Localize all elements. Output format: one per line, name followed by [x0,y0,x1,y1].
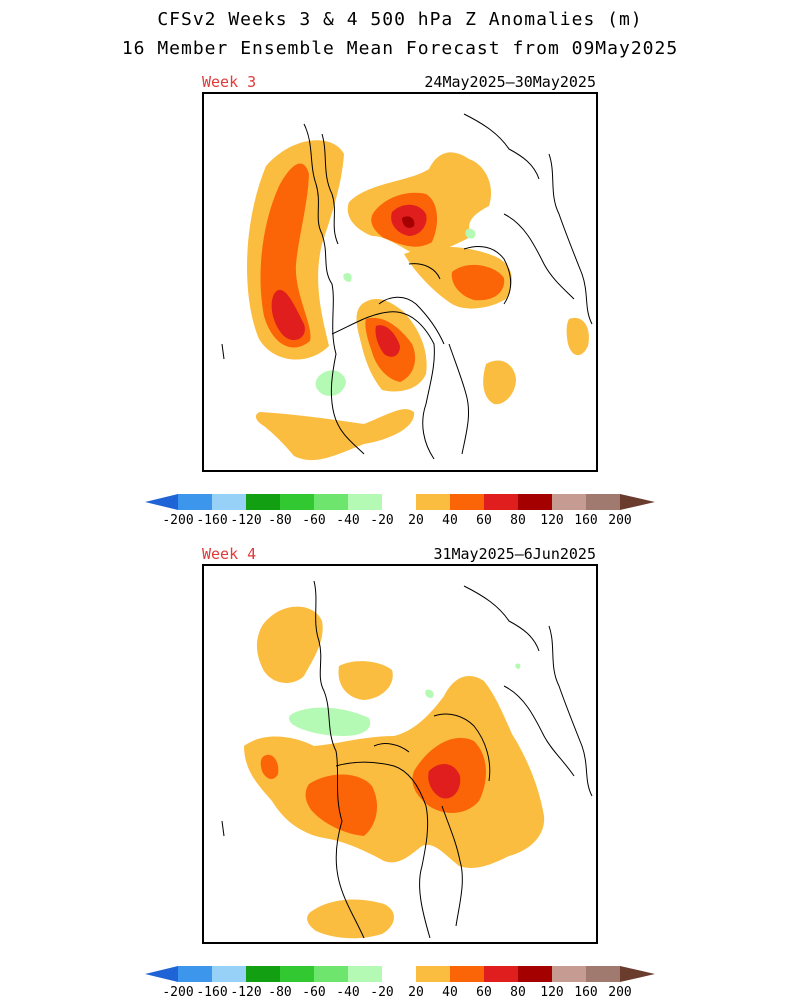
week4-colorbar-tick: 60 [476,985,492,1000]
week3-colorbar-bin-3 [246,494,280,510]
week3-colorbar-tick: -20 [370,513,393,528]
week3-colorbar-bin-10 [484,494,518,510]
week4-colorbar-bin-10 [484,966,518,982]
week4-colorbar-bin-1 [178,966,212,982]
week4-colorbar-tick: 200 [608,985,631,1000]
week4-anom-band-60-west [305,774,378,836]
week4-colorbar-tick: 80 [510,985,526,1000]
week3-colorbar-tick: -60 [302,513,325,528]
week3-colorbar-tick: -120 [230,513,261,528]
week4-colorbar-bin-5 [314,966,348,982]
week3-label: Week 3 [202,73,257,91]
week4-colorbar-tick: -20 [370,985,393,1000]
week3-dates: 24May2025–30May2025 [424,73,596,91]
week4-colorbar-bin-12 [552,966,586,982]
week4-anom-band-40 [244,676,545,868]
week4-colorbar-tick: -80 [268,985,291,1000]
week3-colorbar: -200 -160 -120 -80 -60 -40 -20 20 40 60 … [145,494,655,528]
week3-anom-siberia-120 [402,216,415,228]
week3-anom-asia-60 [451,264,505,301]
week4-dates: 31May2025–6Jun2025 [433,545,596,563]
week3-colorbar-tick: -200 [162,513,193,528]
week3-anom-pacific-80 [271,289,305,341]
week4-colorbar-bin-6 [348,966,382,982]
week3-colorbar-low-arrow [145,494,178,510]
week3-anom-negative-3 [343,273,352,282]
week4-colorbar-bin-13 [586,966,620,982]
week4-colorbar: -200 -160 -120 -80 -60 -40 -20 20 40 60 … [145,966,655,1000]
week4-anom-band-80 [428,764,461,799]
week3-colorbar-tick: 20 [408,513,424,528]
week3-anom-eastasia-40 [566,317,589,356]
week3-colorbar-bin-11 [518,494,552,510]
week4-anom-subtropical-40 [307,899,394,939]
week3-colorbar-bin-8 [416,494,450,510]
week4-anom-pacific-60 [260,754,279,780]
week3-colorbar-tick: -80 [268,513,291,528]
week4-map [202,564,598,944]
week4-colorbar-bin-11 [518,966,552,982]
week3-anom-namerica-80 [375,325,400,357]
week4-colorbar-tick: 160 [574,985,597,1000]
week4-colorbar-tick: -40 [336,985,359,1000]
week3-colorbar-tick: -40 [336,513,359,528]
week3-colorbar-bin-12 [552,494,586,510]
week3-anom-negative-1 [315,370,346,396]
week3-colorbar-tick: 60 [476,513,492,528]
week4-anom-negative-3 [515,663,521,669]
week4-colorbar-low-arrow [145,966,178,982]
week4-colorbar-bin-9 [450,966,484,982]
week4-colorbar-high-arrow [620,966,655,982]
week4-colorbar-bin-3 [246,966,280,982]
week3-colorbar-bin-9 [450,494,484,510]
week3-colorbar-tick: 80 [510,513,526,528]
week4-colorbar-tick: 40 [442,985,458,1000]
week4-colorbar-tick: -160 [196,985,227,1000]
week3-colorbar-bin-2 [212,494,246,510]
title-line-2: 16 Member Ensemble Mean Forecast from 09… [121,38,679,59]
week3-coastlines [221,113,593,460]
week4-colorbar-bin-7 [382,966,416,982]
week3-colorbar-tick: 120 [540,513,563,528]
week3-colorbar-bin-13 [586,494,620,510]
week4-colorbar-tick: -120 [230,985,261,1000]
week3-colorbar-bin-5 [314,494,348,510]
week4-coastlines [221,580,593,939]
week3-colorbar-bin-1 [178,494,212,510]
week3-colorbar-bin-7 [382,494,416,510]
week3-colorbar-tick: -160 [196,513,227,528]
week4-colorbar-bin-4 [280,966,314,982]
title-line-1: CFSv2 Weeks 3 & 4 500 hPa Z Anomalies (m… [157,9,643,30]
week4-anom-pacific-40 [256,606,323,683]
week4-colorbar-tick: -200 [162,985,193,1000]
week3-colorbar-tick: 40 [442,513,458,528]
week4-label: Week 4 [202,545,257,563]
week3-colorbar-tick: 160 [574,513,597,528]
week3-colorbar-bin-4 [280,494,314,510]
week3-anom-atlantic-40 [483,360,516,405]
week4-anom-negative-2 [425,689,434,698]
week4-colorbar-tick: 20 [408,985,424,1000]
week4-colorbar-tick: -60 [302,985,325,1000]
week4-colorbar-bin-8 [416,966,450,982]
week3-map [202,92,598,472]
week3-anom-negative-2 [465,228,476,239]
week4-anom-arctic-40 [338,661,393,700]
week3-colorbar-tick: 200 [608,513,631,528]
week4-colorbar-bin-2 [212,966,246,982]
week4-colorbar-tick: 120 [540,985,563,1000]
week3-anom-subtropical-40 [255,409,415,461]
week3-colorbar-high-arrow [620,494,655,510]
week3-colorbar-bin-6 [348,494,382,510]
